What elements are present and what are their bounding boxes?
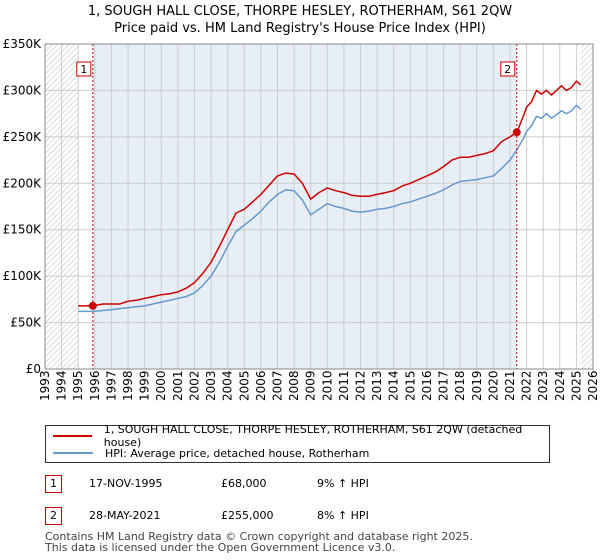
x-tick-label: 2004 xyxy=(221,370,235,401)
y-tick-label: £100K xyxy=(3,269,43,283)
x-tick-label: 2006 xyxy=(254,370,268,401)
x-tick-label: 2007 xyxy=(270,370,284,401)
sale-badge: 1 xyxy=(45,475,62,493)
x-tick-label: 2021 xyxy=(503,370,517,401)
sale-price: £255,000 xyxy=(221,509,274,522)
x-tick-label: 2008 xyxy=(287,370,301,401)
x-tick-label: 1995 xyxy=(71,370,85,401)
legend-label-hpi: HPI: Average price, detached house, Roth… xyxy=(105,446,370,460)
sale-label-text: 2 xyxy=(504,63,511,76)
y-tick-label: £0 xyxy=(26,362,41,376)
x-tick-label: 1993 xyxy=(38,370,52,401)
hatch-after-data xyxy=(580,44,593,369)
y-tick-label: £200K xyxy=(3,176,43,190)
series-line-hpi xyxy=(78,104,582,313)
y-tick-label: £250K xyxy=(3,130,43,144)
x-tick-label: 2001 xyxy=(171,370,185,401)
sale-row: 1 17-NOV-1995 £68,000 9% ↑ HPI xyxy=(45,475,555,495)
sale-label-text: 1 xyxy=(80,63,87,76)
x-tick-label: 2013 xyxy=(370,370,384,401)
y-tick-label: £150K xyxy=(3,223,43,237)
x-tick-label: 2010 xyxy=(320,370,334,401)
x-tick-label: 1996 xyxy=(88,370,102,401)
price-chart: 1 2 £0 £50K £100K £150K £200K £250K £300K £350K 1… xyxy=(3,37,600,401)
sale-row: 2 28-MAY-2021 £255,000 8% ↑ HPI xyxy=(45,507,555,527)
x-tick-label: 2003 xyxy=(204,370,218,401)
x-tick-label: 2020 xyxy=(486,370,500,401)
x-tick-label: 2025 xyxy=(569,370,583,401)
footer-copyright: Contains HM Land Registry data © Crown c… xyxy=(45,530,473,543)
sale-hpi-change: 8% ↑ HPI xyxy=(317,509,369,522)
x-tick-label: 2024 xyxy=(553,370,567,401)
x-tick-label: 2017 xyxy=(437,370,451,401)
sale-hpi-change: 9% ↑ HPI xyxy=(317,477,369,490)
x-tick-label: 2014 xyxy=(387,370,401,401)
x-tick-label: 2023 xyxy=(536,370,550,401)
legend-item-property: 1, SOUGH HALL CLOSE, THORPE HESLEY, ROTH… xyxy=(53,423,549,449)
sale-price: £68,000 xyxy=(221,477,267,490)
plot-frame xyxy=(44,43,594,370)
legend-label-property: 1, SOUGH HALL CLOSE, THORPE HESLEY, ROTH… xyxy=(103,423,523,449)
sale-label-frame xyxy=(500,61,516,77)
x-tick-label: 2022 xyxy=(520,370,534,401)
x-tick-label: 2005 xyxy=(237,370,251,401)
x-tick-label: 1997 xyxy=(104,370,118,401)
x-tick-label: 1999 xyxy=(138,370,152,401)
footer-license: This data is licensed under the Open Gov… xyxy=(45,541,396,554)
chart-title: 1, SOUGH HALL CLOSE, THORPE HESLEY, ROTH… xyxy=(87,4,513,19)
x-tick-label: 2002 xyxy=(187,370,201,401)
footer: Contains HM Land Registry data © Crown c… xyxy=(45,531,473,553)
sale-date: 28-MAY-2021 xyxy=(89,509,161,522)
x-tick-label: 2012 xyxy=(354,370,368,401)
x-tick-label: 2016 xyxy=(420,370,434,401)
sale-date: 17-NOV-1995 xyxy=(89,477,163,490)
x-tick-label: 2000 xyxy=(154,370,168,401)
chart-subtitle: Price paid vs. HM Land Registry's House … xyxy=(114,21,486,36)
legend-swatch-property xyxy=(53,435,92,437)
legend: 1, SOUGH HALL CLOSE, THORPE HESLEY, ROTH… xyxy=(45,423,550,463)
y-tick-label: £350K xyxy=(3,37,43,51)
sale-point xyxy=(512,128,521,137)
sale-label-frame xyxy=(76,61,92,77)
x-tick-label: 1994 xyxy=(55,370,69,401)
x-tick-label: 2026 xyxy=(586,370,600,401)
legend-item-hpi: HPI: Average price, detached house, Roth… xyxy=(53,445,369,461)
y-tick-label: £300K xyxy=(3,83,43,97)
sale-period-band xyxy=(92,44,517,369)
x-tick-label: 2019 xyxy=(470,370,484,401)
x-tick-label: 2015 xyxy=(403,370,417,401)
x-tick-label: 1998 xyxy=(121,370,135,401)
series-line-property xyxy=(78,80,582,307)
sale-label-box: 2 xyxy=(500,61,516,77)
sale-label-box: 1 xyxy=(76,61,92,77)
legend-swatch-hpi xyxy=(53,452,93,454)
sale-point xyxy=(88,301,97,310)
x-tick-label: 2011 xyxy=(337,370,351,401)
sale-badge: 2 xyxy=(45,507,62,525)
x-tick-label: 2018 xyxy=(453,370,467,401)
y-tick-label: £50K xyxy=(10,316,42,330)
x-tick-label: 2009 xyxy=(304,370,318,401)
